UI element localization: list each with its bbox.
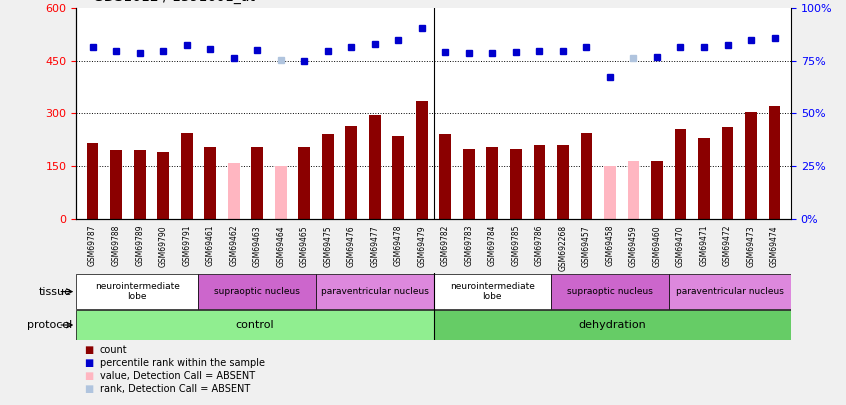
Bar <box>251 147 263 219</box>
Bar <box>769 107 780 219</box>
Bar <box>110 150 122 219</box>
Bar <box>76 274 199 309</box>
Bar <box>439 134 451 219</box>
Bar <box>510 149 522 219</box>
Bar <box>157 152 169 219</box>
Text: control: control <box>235 320 274 330</box>
Bar <box>416 101 428 219</box>
Text: rank, Detection Call = ABSENT: rank, Detection Call = ABSENT <box>100 384 250 394</box>
Bar <box>134 150 146 219</box>
Bar <box>316 274 433 309</box>
Text: count: count <box>100 345 128 355</box>
Bar <box>557 145 569 219</box>
Bar <box>275 166 287 219</box>
Bar <box>580 133 592 219</box>
Bar <box>604 166 616 219</box>
Bar <box>345 126 357 219</box>
Text: supraoptic nucleus: supraoptic nucleus <box>567 287 653 296</box>
Text: percentile rank within the sample: percentile rank within the sample <box>100 358 265 368</box>
Bar <box>228 162 239 219</box>
Text: neurointermediate
lobe: neurointermediate lobe <box>95 282 179 301</box>
Text: value, Detection Call = ABSENT: value, Detection Call = ABSENT <box>100 371 255 381</box>
Bar <box>722 128 733 219</box>
Text: supraoptic nucleus: supraoptic nucleus <box>214 287 300 296</box>
Bar <box>87 143 98 219</box>
Bar <box>393 136 404 219</box>
Text: tissue: tissue <box>39 287 72 296</box>
Text: ■: ■ <box>85 358 94 368</box>
Bar <box>299 147 310 219</box>
Text: ■: ■ <box>85 371 94 381</box>
Bar <box>534 145 546 219</box>
Bar <box>76 310 433 339</box>
Bar <box>204 147 216 219</box>
Text: neurointermediate
lobe: neurointermediate lobe <box>450 282 535 301</box>
Bar <box>651 161 663 219</box>
Bar <box>199 274 316 309</box>
Text: ■: ■ <box>85 345 94 355</box>
Text: paraventricular nucleus: paraventricular nucleus <box>676 287 783 296</box>
Bar <box>433 310 791 339</box>
Text: dehydration: dehydration <box>579 320 646 330</box>
Bar <box>551 274 668 309</box>
Bar <box>463 149 475 219</box>
Bar <box>698 138 710 219</box>
Text: GDS1612 / 1391601_at: GDS1612 / 1391601_at <box>93 0 255 4</box>
Bar <box>321 134 333 219</box>
Bar <box>745 112 757 219</box>
Bar <box>181 133 193 219</box>
Text: protocol: protocol <box>27 320 72 330</box>
Text: paraventricular nucleus: paraventricular nucleus <box>321 287 429 296</box>
Bar <box>628 161 640 219</box>
Bar <box>674 129 686 219</box>
Bar <box>369 115 381 219</box>
Text: ■: ■ <box>85 384 94 394</box>
Bar <box>486 147 498 219</box>
Bar <box>668 274 791 309</box>
Bar <box>433 274 551 309</box>
